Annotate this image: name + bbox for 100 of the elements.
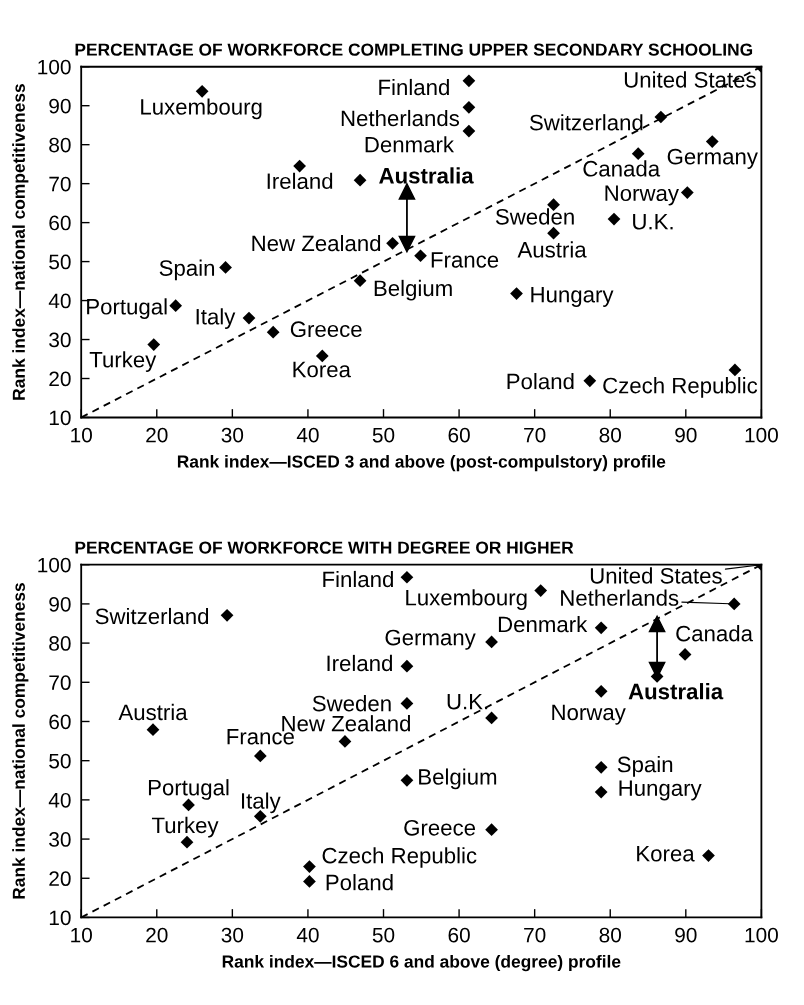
annotation: Denmark: [365, 136, 455, 153]
annotation: Czech Republic: [322, 847, 477, 868]
point: [648, 615, 666, 633]
annotation: Italy: [241, 792, 281, 814]
x-tick-label: 90: [675, 927, 697, 943]
annotation: U.K.: [447, 693, 488, 710]
x-axis-title: Rank index—ISCED 6 and above (degree) profile: [222, 954, 621, 972]
x-tick-label: 10: [71, 427, 92, 443]
y-tick-label: 70: [49, 675, 71, 691]
point: [195, 84, 209, 98]
x-tick-label: 20: [146, 927, 168, 943]
x-tick-label: 80: [599, 927, 622, 943]
y-tick-label: 90: [49, 98, 71, 114]
point: [583, 374, 597, 388]
annotation: Turkey: [151, 816, 219, 838]
x-tick-label: 100: [745, 427, 778, 443]
point: [303, 860, 316, 873]
annotation: Australia: [628, 683, 724, 700]
x-tick-label: 70: [524, 427, 546, 443]
annotation: Austria: [517, 241, 587, 258]
annotation: Turkey: [89, 351, 157, 372]
x-tick-label: 50: [372, 427, 395, 443]
annotation: Switzerland: [95, 607, 209, 625]
annotation: United States: [590, 567, 722, 584]
y-tick-label: 80: [49, 636, 71, 651]
annotation: Luxembourg: [406, 589, 527, 610]
point: [147, 338, 161, 351]
point: [242, 311, 256, 325]
y-tick-label: 60: [49, 215, 71, 231]
point: [462, 74, 476, 88]
point: [400, 659, 414, 673]
annotation: Poland: [326, 874, 393, 891]
point: [631, 147, 645, 160]
y-tick-label: 90: [49, 596, 71, 612]
x-tick-label: 100: [745, 927, 778, 943]
annotation: U.K.: [633, 214, 673, 230]
y-tick-label: 20: [49, 871, 71, 887]
y-tick-label: 10: [49, 910, 71, 926]
x-tick-label: 70: [524, 927, 546, 943]
annotation: Canada: [676, 625, 753, 642]
x-axis-title: Rank index—ISCED 3 and above (post-compulstory) profile: [177, 454, 666, 472]
point: [398, 183, 416, 200]
y-tick-label: 20: [49, 371, 71, 387]
point: [462, 124, 476, 138]
point: [414, 249, 427, 263]
x-tick-label: 30: [221, 427, 244, 443]
y-axis-title: Rank index—national competitiveness: [12, 84, 29, 400]
annotation: Czech Republic: [603, 377, 758, 398]
point: [547, 226, 560, 240]
annotation: Germany: [385, 629, 476, 650]
annotation: Luxembourg: [141, 98, 262, 120]
point: [220, 608, 234, 622]
point: [253, 749, 267, 763]
point: [705, 135, 719, 148]
point: [485, 823, 498, 837]
annotation: Greece: [404, 819, 476, 836]
annotation: Netherlands: [341, 109, 460, 127]
annotation: Belgium: [374, 279, 452, 301]
annotation: Hungary: [531, 287, 614, 307]
point: [400, 570, 414, 584]
annotation: Spain: [159, 259, 215, 281]
point: [534, 584, 548, 597]
annotation: Sweden: [312, 695, 391, 712]
annotation: New Zealand: [252, 234, 381, 252]
annotation: Ireland: [267, 172, 333, 190]
x-tick-label: 80: [599, 427, 622, 443]
annotation: Sweden: [495, 208, 574, 225]
point: [607, 212, 621, 226]
annotation: Spain: [617, 755, 673, 777]
x-tick-label: 20: [146, 427, 168, 443]
annotation: Austria: [118, 703, 188, 721]
annotation: Portugal: [148, 779, 229, 800]
annotation: Canada: [583, 160, 661, 177]
point: [266, 325, 280, 339]
y-tick-label: 100: [38, 557, 71, 573]
annotation: Korea: [293, 361, 351, 378]
y-tick-label: 100: [38, 59, 71, 75]
annotation: Germany: [667, 148, 758, 169]
point: [594, 621, 608, 635]
y-axis-title: Rank index—national competitiveness: [12, 583, 29, 899]
point: [303, 875, 316, 888]
annotation: Hungary: [619, 780, 702, 801]
annotation: Portugal: [87, 298, 167, 319]
annotation: Poland: [507, 372, 574, 390]
chart-title: PERCENTAGE OF WORKFORCE WITH DEGREE OR HIGHER: [75, 541, 574, 554]
y-tick-label: 30: [49, 332, 71, 348]
point: [146, 723, 160, 737]
point: [169, 299, 183, 312]
chart-title: PERCENTAGE OF WORKFORCE COMPLETING UPPER SECONDARY SCHOOLING: [75, 43, 753, 56]
point: [293, 159, 306, 173]
annotation: Greece: [290, 321, 362, 338]
point: [353, 173, 367, 187]
annotation: Finland: [379, 78, 449, 96]
x-tick-label: 50: [372, 927, 395, 943]
annotation: France: [431, 252, 499, 268]
point: [727, 597, 741, 611]
point: [680, 186, 694, 199]
point: [594, 785, 608, 799]
y-tick-label: 10: [49, 410, 71, 426]
point: [353, 274, 367, 288]
